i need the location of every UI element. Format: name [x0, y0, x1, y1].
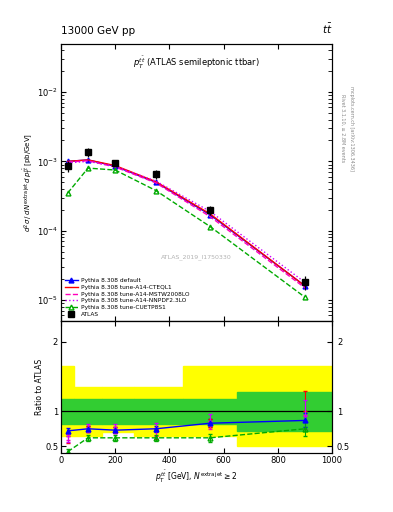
- Pythia 8.308 tune-A14-CTEQL1: [65, 158, 70, 164]
- Pythia 8.308 tune-A14-MSTW2008LO: [86, 158, 90, 164]
- Bar: [61, 366, 75, 436]
- Pythia 8.308 default: [153, 179, 158, 185]
- X-axis label: $p_T^{t\bar{t}}$ [GeV], $N^{\mathrm{extra\,jet}} \geq 2$: $p_T^{t\bar{t}}$ [GeV], $N^{\mathrm{extr…: [155, 469, 238, 485]
- Pythia 8.308 tune-A14-MSTW2008LO: [303, 285, 307, 291]
- Legend: Pythia 8.308 default, Pythia 8.308 tune-A14-CTEQL1, Pythia 8.308 tune-A14-MSTW20: Pythia 8.308 default, Pythia 8.308 tune-…: [64, 276, 191, 318]
- Bar: [134, 399, 183, 424]
- Pythia 8.308 tune-A14-CTEQL1: [208, 211, 212, 217]
- Pythia 8.308 tune-A14-CTEQL1: [303, 283, 307, 289]
- Line: Pythia 8.308 tune-CUETP8S1: Pythia 8.308 tune-CUETP8S1: [65, 166, 307, 300]
- Line: Pythia 8.308 tune-A14-CTEQL1: Pythia 8.308 tune-A14-CTEQL1: [68, 160, 305, 286]
- Bar: [75, 399, 101, 424]
- Bar: [61, 399, 75, 424]
- Pythia 8.308 default: [65, 158, 70, 164]
- Pythia 8.308 tune-A14-NNPDF2.3LO: [86, 158, 90, 164]
- Pythia 8.308 tune-A14-MSTW2008LO: [153, 180, 158, 186]
- Line: Pythia 8.308 tune-A14-MSTW2008LO: Pythia 8.308 tune-A14-MSTW2008LO: [68, 161, 305, 288]
- Bar: [101, 399, 134, 424]
- Pythia 8.308 tune-A14-NNPDF2.3LO: [208, 208, 212, 215]
- Pythia 8.308 tune-CUETP8S1: [65, 190, 70, 196]
- Text: $p_T^{t\bar{t}}$ (ATLAS semileptonic ttbar): $p_T^{t\bar{t}}$ (ATLAS semileptonic ttb…: [133, 55, 260, 71]
- Bar: [134, 387, 183, 436]
- Pythia 8.308 tune-A14-NNPDF2.3LO: [303, 280, 307, 286]
- Y-axis label: Ratio to ATLAS: Ratio to ATLAS: [35, 359, 44, 415]
- Text: ATLAS_2019_I1750330: ATLAS_2019_I1750330: [161, 254, 232, 260]
- Pythia 8.308 default: [86, 157, 90, 163]
- Pythia 8.308 tune-A14-NNPDF2.3LO: [65, 160, 70, 166]
- Line: Pythia 8.308 tune-A14-NNPDF2.3LO: Pythia 8.308 tune-A14-NNPDF2.3LO: [68, 161, 305, 283]
- Bar: [75, 387, 101, 436]
- Text: Rivet 3.1.10, ≥ 2.8M events: Rivet 3.1.10, ≥ 2.8M events: [340, 94, 345, 162]
- Text: 13000 GeV pp: 13000 GeV pp: [61, 26, 135, 36]
- Pythia 8.308 tune-A14-NNPDF2.3LO: [153, 178, 158, 184]
- Pythia 8.308 tune-A14-MSTW2008LO: [113, 164, 118, 170]
- Pythia 8.308 tune-CUETP8S1: [303, 294, 307, 301]
- Bar: [101, 387, 134, 432]
- Pythia 8.308 tune-A14-NNPDF2.3LO: [113, 163, 118, 169]
- Text: mcplots.cern.ch [arXiv:1306.3436]: mcplots.cern.ch [arXiv:1306.3436]: [349, 86, 354, 170]
- Pythia 8.308 tune-CUETP8S1: [113, 167, 118, 173]
- Pythia 8.308 default: [208, 211, 212, 218]
- Pythia 8.308 default: [303, 283, 307, 289]
- Pythia 8.308 tune-CUETP8S1: [153, 187, 158, 194]
- Pythia 8.308 tune-CUETP8S1: [208, 223, 212, 229]
- Pythia 8.308 tune-A14-CTEQL1: [86, 157, 90, 163]
- Bar: [183, 366, 237, 436]
- Y-axis label: $d^2\sigma\,/\,d\,N^{\mathrm{extra\,jet}}\,d\,p_T^{t\bar{t}}$ [pb/GeV]: $d^2\sigma\,/\,d\,N^{\mathrm{extra\,jet}…: [22, 133, 36, 232]
- Text: $t\bar{t}$: $t\bar{t}$: [321, 22, 332, 36]
- Bar: [237, 392, 332, 431]
- Pythia 8.308 tune-A14-MSTW2008LO: [208, 214, 212, 220]
- Line: Pythia 8.308 default: Pythia 8.308 default: [65, 158, 307, 288]
- Bar: [237, 366, 332, 446]
- Pythia 8.308 tune-CUETP8S1: [86, 165, 90, 171]
- Pythia 8.308 default: [113, 163, 118, 169]
- Pythia 8.308 tune-A14-MSTW2008LO: [65, 159, 70, 165]
- Bar: [183, 399, 237, 424]
- Pythia 8.308 tune-A14-CTEQL1: [153, 179, 158, 185]
- Pythia 8.308 tune-A14-CTEQL1: [113, 162, 118, 168]
